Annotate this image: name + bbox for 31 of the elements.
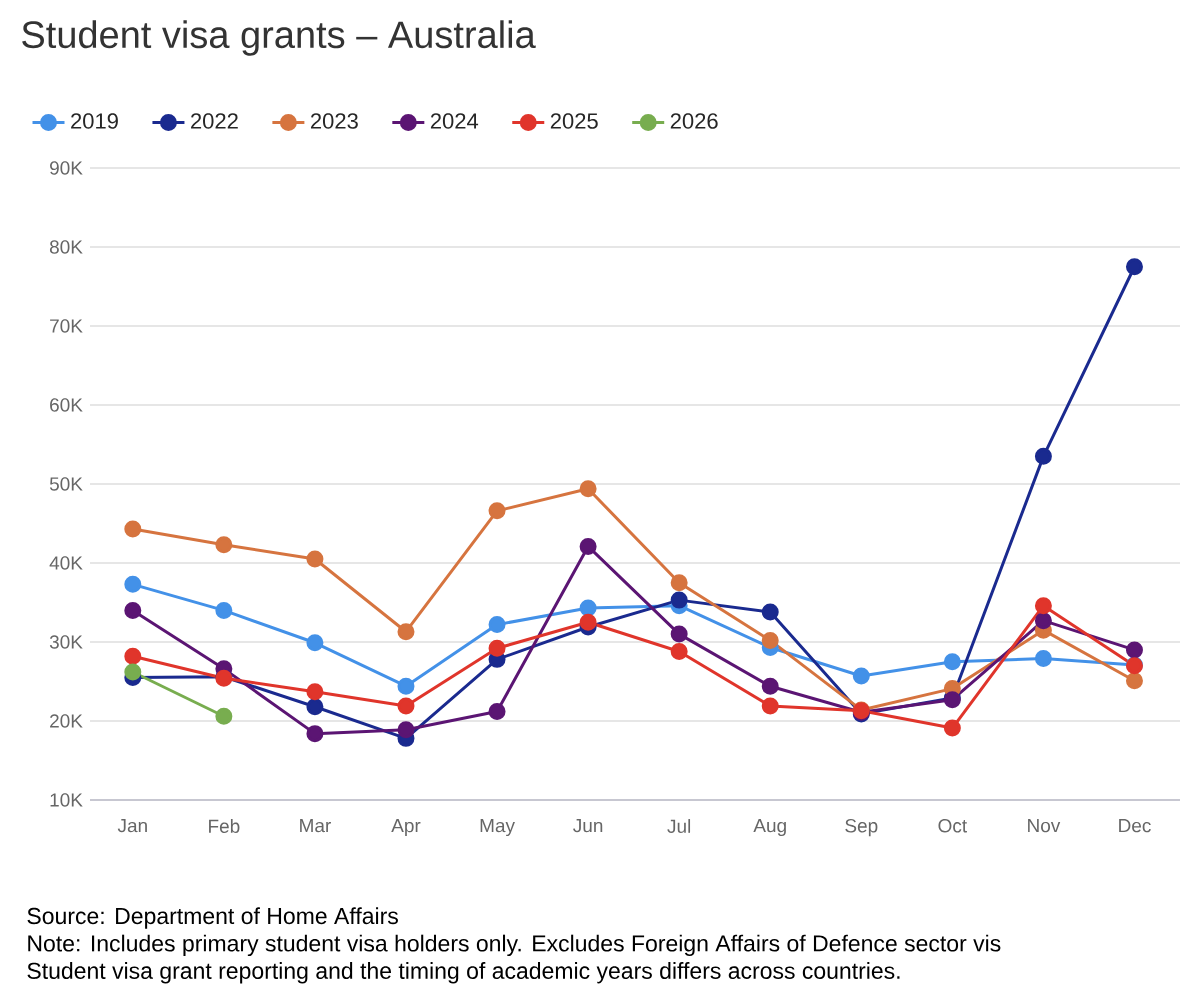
legend-label: 2026 xyxy=(670,113,718,129)
y-tick-label: 10K xyxy=(50,793,83,807)
x-tick-label: Mar xyxy=(300,819,331,833)
x-tick-label: Jan xyxy=(117,819,147,833)
source-note: Source: Department of Home Affairs xyxy=(27,907,398,929)
y-tick-label: 50K xyxy=(49,477,83,491)
legend-label: 2024 xyxy=(430,113,479,129)
y-tick-label: 60K xyxy=(50,398,83,412)
y-tick-label: 80K xyxy=(49,240,83,254)
y-tick-label: 30K xyxy=(49,635,83,649)
legend-label: 2022 xyxy=(191,113,238,129)
x-tick-label: Feb xyxy=(209,819,240,834)
x-tick-label: Aug xyxy=(753,819,786,837)
y-tick-label: 20K xyxy=(50,714,83,728)
text: Student visa grant reporting and the timing of academic years differs across countries. xyxy=(27,962,900,984)
x-tick-label: Jul xyxy=(667,819,691,834)
x-tick-label: Apr xyxy=(391,819,421,837)
legend-label: 2019 xyxy=(71,113,118,129)
legend-label: 2025 xyxy=(550,113,598,129)
chart-title: Student visa grants – Australia xyxy=(22,20,536,56)
x-tick-label: Jun xyxy=(573,819,603,833)
y-tick-label: 40K xyxy=(49,556,83,570)
x-tick-label: Oct xyxy=(938,819,967,833)
legend-label: 2023 xyxy=(310,113,358,129)
y-tick-label: 90K xyxy=(50,161,83,175)
x-tick-label: May xyxy=(480,819,515,837)
y-tick-label: 70K xyxy=(50,319,83,333)
x-tick-label: Nov xyxy=(1028,819,1061,833)
x-tick-label: Dec xyxy=(1119,819,1151,833)
x-tick-label: Sep xyxy=(845,819,878,837)
text: Note: Includes primary student visa holders only. Excludes Foreign Affairs of Defence sector vis xyxy=(28,934,1001,957)
